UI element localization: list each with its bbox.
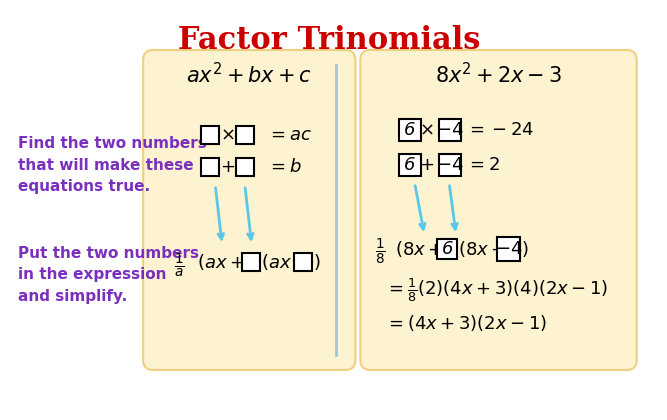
Bar bbox=[201, 158, 219, 176]
Text: $= b$: $= b$ bbox=[267, 158, 301, 176]
Text: $=\frac{1}{8}(2)(4x+3)(4)(2x-1)$: $=\frac{1}{8}(2)(4x+3)(4)(2x-1)$ bbox=[385, 276, 608, 304]
Text: $= ac$: $= ac$ bbox=[267, 126, 311, 144]
Text: $\frac{1}{8}$: $\frac{1}{8}$ bbox=[375, 237, 386, 267]
Text: 6: 6 bbox=[404, 121, 416, 139]
Text: 6: 6 bbox=[404, 156, 416, 174]
Bar bbox=[438, 239, 457, 259]
Bar bbox=[496, 237, 520, 261]
Text: $(8x+$: $(8x+$ bbox=[458, 239, 506, 259]
Text: $= 2$: $= 2$ bbox=[466, 156, 500, 174]
Text: $\times$: $\times$ bbox=[219, 126, 234, 144]
Bar bbox=[236, 126, 253, 144]
Text: $(ax+$: $(ax+$ bbox=[197, 252, 245, 272]
FancyBboxPatch shape bbox=[143, 50, 356, 370]
Text: $-4$: $-4$ bbox=[436, 121, 464, 139]
Text: Factor Trinomials: Factor Trinomials bbox=[177, 25, 480, 56]
Bar bbox=[242, 253, 259, 271]
Text: $\times$: $\times$ bbox=[419, 121, 434, 139]
Text: $)$: $)$ bbox=[313, 252, 320, 272]
Text: 6: 6 bbox=[442, 240, 453, 258]
Bar bbox=[294, 253, 312, 271]
Text: $= -24$: $= -24$ bbox=[466, 121, 534, 139]
Text: Find the two numbers
that will make these
equations true.: Find the two numbers that will make thes… bbox=[18, 136, 207, 194]
Text: $+$: $+$ bbox=[419, 156, 434, 174]
Bar bbox=[201, 126, 219, 144]
Text: $-4$: $-4$ bbox=[495, 240, 522, 258]
Text: $(ax+$: $(ax+$ bbox=[261, 252, 308, 272]
Text: $(8x+$: $(8x+$ bbox=[395, 239, 443, 259]
Bar bbox=[440, 154, 461, 176]
FancyBboxPatch shape bbox=[360, 50, 637, 370]
Bar bbox=[236, 158, 253, 176]
Text: $= (4x+3)(2x-1)$: $= (4x+3)(2x-1)$ bbox=[385, 313, 547, 333]
Bar bbox=[440, 119, 461, 141]
Text: $\frac{1}{a}$: $\frac{1}{a}$ bbox=[174, 251, 185, 279]
Text: $ax^2 + bx + c$: $ax^2 + bx + c$ bbox=[185, 63, 311, 88]
Text: $)$: $)$ bbox=[522, 239, 529, 259]
Text: $8x^2 + 2x - 3$: $8x^2 + 2x - 3$ bbox=[435, 63, 562, 88]
Text: $-4$: $-4$ bbox=[436, 156, 464, 174]
Text: $+$: $+$ bbox=[219, 158, 235, 176]
Bar bbox=[399, 119, 421, 141]
Text: Put the two numbers
in the expression
and simplify.: Put the two numbers in the expression an… bbox=[18, 247, 199, 304]
Bar bbox=[399, 154, 421, 176]
